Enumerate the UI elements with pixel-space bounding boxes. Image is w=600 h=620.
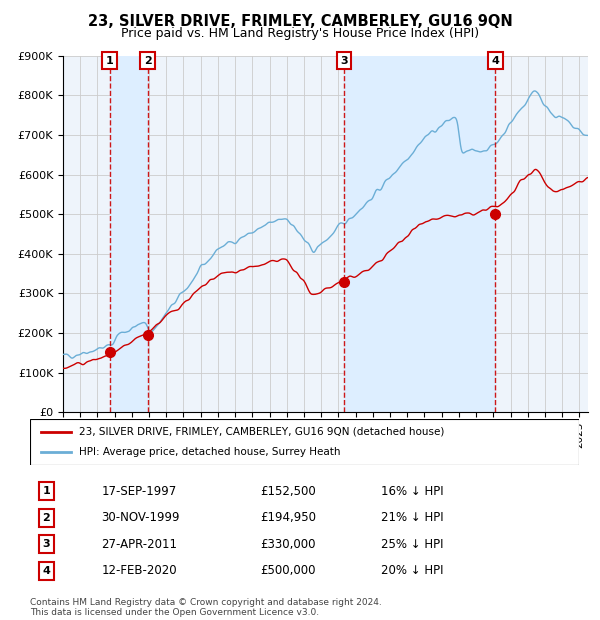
Text: 16% ↓ HPI: 16% ↓ HPI bbox=[382, 485, 444, 498]
Text: 2: 2 bbox=[43, 513, 50, 523]
Text: £500,000: £500,000 bbox=[260, 564, 316, 577]
Text: 25% ↓ HPI: 25% ↓ HPI bbox=[382, 538, 444, 551]
Text: 30-NOV-1999: 30-NOV-1999 bbox=[101, 512, 180, 524]
Text: HPI: Average price, detached house, Surrey Heath: HPI: Average price, detached house, Surr… bbox=[79, 447, 341, 457]
Text: £152,500: £152,500 bbox=[260, 485, 316, 498]
Text: 3: 3 bbox=[43, 539, 50, 549]
Text: Price paid vs. HM Land Registry's House Price Index (HPI): Price paid vs. HM Land Registry's House … bbox=[121, 27, 479, 40]
Bar bbox=[344, 56, 496, 412]
FancyBboxPatch shape bbox=[30, 418, 579, 465]
Text: Contains HM Land Registry data © Crown copyright and database right 2024.: Contains HM Land Registry data © Crown c… bbox=[30, 598, 382, 608]
Text: 3: 3 bbox=[340, 56, 348, 66]
Text: 23, SILVER DRIVE, FRIMLEY, CAMBERLEY, GU16 9QN: 23, SILVER DRIVE, FRIMLEY, CAMBERLEY, GU… bbox=[88, 14, 512, 29]
Text: 21% ↓ HPI: 21% ↓ HPI bbox=[382, 512, 444, 524]
Text: 12-FEB-2020: 12-FEB-2020 bbox=[101, 564, 177, 577]
Text: 2: 2 bbox=[144, 56, 152, 66]
Text: 17-SEP-1997: 17-SEP-1997 bbox=[101, 485, 176, 498]
Text: 1: 1 bbox=[106, 56, 113, 66]
Text: 27-APR-2011: 27-APR-2011 bbox=[101, 538, 178, 551]
Text: £330,000: £330,000 bbox=[260, 538, 316, 551]
Text: 20% ↓ HPI: 20% ↓ HPI bbox=[382, 564, 444, 577]
Text: 4: 4 bbox=[43, 566, 50, 576]
Text: This data is licensed under the Open Government Licence v3.0.: This data is licensed under the Open Gov… bbox=[30, 608, 319, 617]
Text: £194,950: £194,950 bbox=[260, 512, 317, 524]
Bar bbox=[110, 56, 148, 412]
Text: 23, SILVER DRIVE, FRIMLEY, CAMBERLEY, GU16 9QN (detached house): 23, SILVER DRIVE, FRIMLEY, CAMBERLEY, GU… bbox=[79, 427, 445, 436]
Text: 1: 1 bbox=[43, 486, 50, 496]
Text: 4: 4 bbox=[491, 56, 499, 66]
